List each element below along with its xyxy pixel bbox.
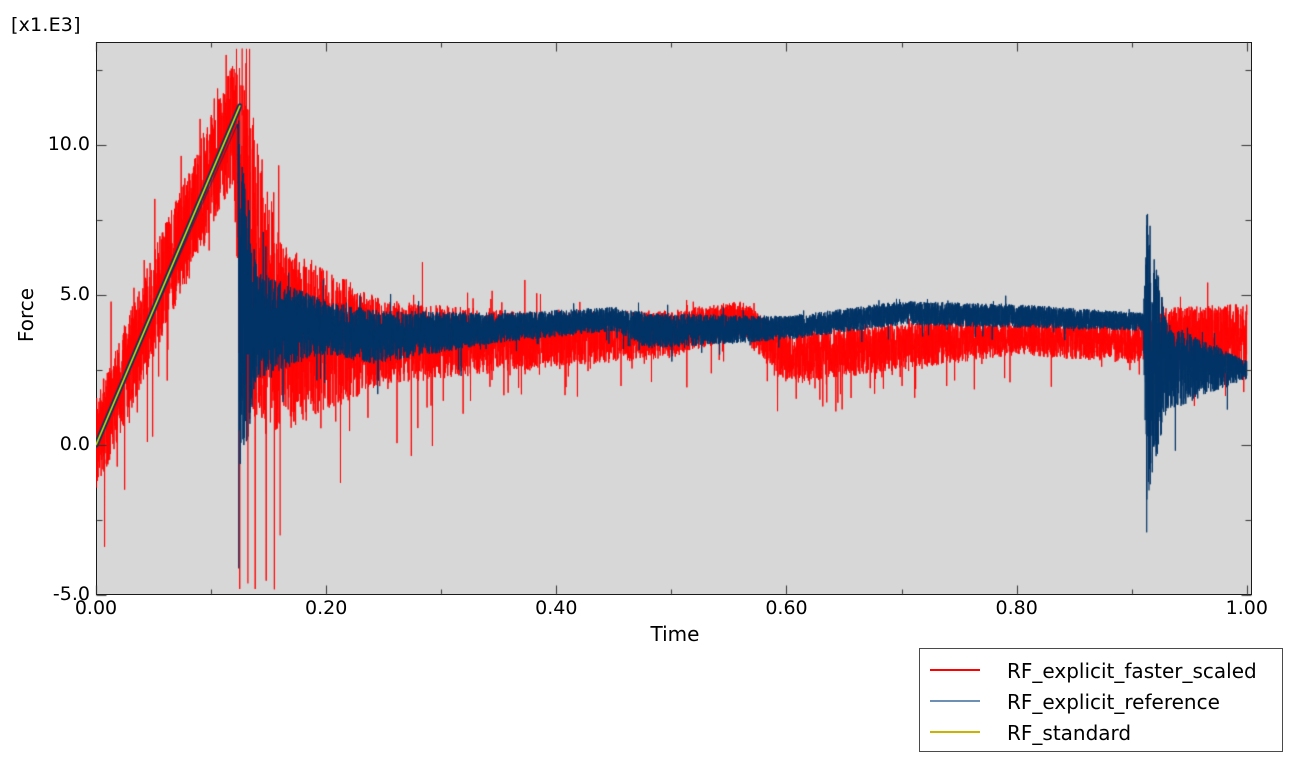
legend-swatch-yellow-line-icon bbox=[930, 731, 980, 733]
x-tick-label: 0.00 bbox=[74, 597, 118, 619]
x-tick-label: 0.40 bbox=[535, 597, 578, 619]
x-tick-label: 0.80 bbox=[995, 597, 1038, 619]
y-tick-label: -5.0 bbox=[52, 583, 90, 605]
y-scale-label: [x1.E3] bbox=[11, 14, 81, 36]
legend-swatch-red-line-icon bbox=[930, 669, 980, 671]
x-tick-label: 1.00 bbox=[1225, 597, 1268, 619]
legend-label: RF_explicit_reference bbox=[1007, 690, 1220, 714]
y-tick-label: 0.0 bbox=[59, 432, 90, 455]
y-axis-title: Force bbox=[14, 287, 38, 343]
x-axis-title: Time bbox=[650, 622, 700, 646]
y-tick-label: 10.0 bbox=[47, 132, 90, 155]
legend: RF_explicit_faster_scaled RF_explicit_re… bbox=[919, 648, 1283, 752]
legend-item-faster-scaled: RF_explicit_faster_scaled bbox=[920, 657, 1282, 687]
y-tick-label: 5.0 bbox=[59, 282, 90, 305]
plot-series-canvas bbox=[96, 42, 1252, 595]
x-tick-label: 0.60 bbox=[765, 597, 808, 619]
legend-item-reference: RF_explicit_reference bbox=[920, 688, 1282, 718]
legend-label: RF_explicit_faster_scaled bbox=[1007, 659, 1257, 683]
legend-item-standard: RF_standard bbox=[920, 719, 1282, 749]
x-tick-label: 0.20 bbox=[305, 597, 348, 619]
legend-swatch-blue-line-icon bbox=[930, 700, 980, 702]
legend-label: RF_standard bbox=[1007, 721, 1132, 745]
